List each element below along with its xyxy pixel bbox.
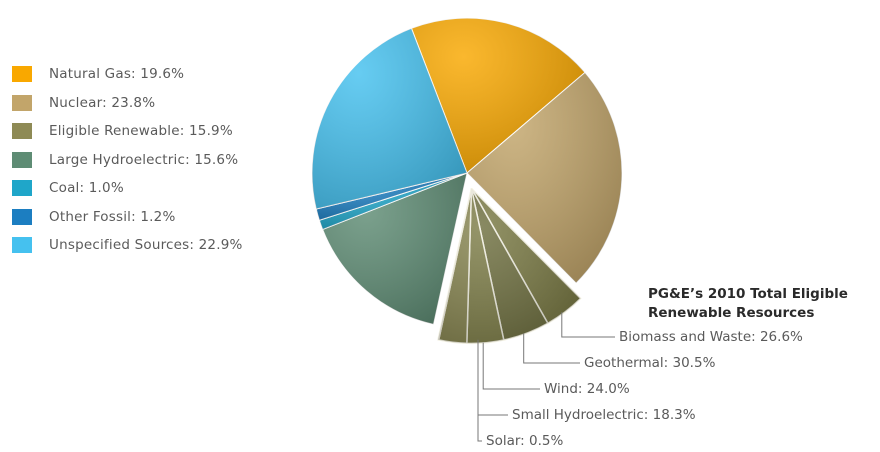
pie-slice-natural-gas-shading xyxy=(411,18,585,173)
leader-line-biomass-and-waste xyxy=(561,312,615,338)
legend-label: Large Hydroelectric: 15.6% xyxy=(49,151,239,168)
legend-label: Natural Gas: 19.6% xyxy=(49,66,185,83)
legend-item-large-hydroelectric: Large Hydroelectric: 15.6% xyxy=(12,146,312,175)
pie-slice-unspecified-sources-shading xyxy=(311,28,467,210)
pie-slice-large-hydroelectric-shading xyxy=(322,173,467,325)
breakdown-label-wind: Wind: 24.0% xyxy=(544,381,630,397)
legend-item-eligible-renewable: Eligible Renewable: 15.9% xyxy=(12,117,312,146)
legend-swatch xyxy=(12,237,32,254)
legend-item-nuclear: Nuclear: 23.8% xyxy=(12,89,312,118)
callout-title-line1: PG&E’s 2010 Total Eligible xyxy=(648,286,848,302)
callout-title-line2: Renewable Resources xyxy=(648,305,814,321)
legend-swatch xyxy=(12,66,32,83)
chart-legend: Natural Gas: 19.6% Nuclear: 23.8% Eligible… xyxy=(12,60,312,260)
legend-swatch xyxy=(12,123,32,140)
legend-item-coal: Coal: 1.0% xyxy=(12,174,312,203)
legend-item-unspecified-sources: Unspecified Sources: 22.9% xyxy=(12,231,312,260)
pie-slice-other-fossil-shading xyxy=(316,173,467,221)
leader-line-solar xyxy=(477,339,482,442)
leader-line-wind xyxy=(482,342,540,390)
legend-item-natural-gas: Natural Gas: 19.6% xyxy=(12,60,312,89)
breakdown-label-solar: Solar: 0.5% xyxy=(486,433,563,449)
breakdown-label-biomass-and-waste: Biomass and Waste: 26.6% xyxy=(619,329,803,345)
legend-label: Nuclear: 23.8% xyxy=(49,94,156,111)
pie-slice-coal-shading xyxy=(319,173,467,230)
legend-swatch xyxy=(12,94,32,111)
leader-line-small-hydroelectric xyxy=(477,342,508,416)
legend-item-other-fossil: Other Fossil: 1.2% xyxy=(12,203,312,232)
legend-label: Coal: 1.0% xyxy=(49,180,124,197)
breakdown-label-geothermal: Geothermal: 30.5% xyxy=(584,355,716,371)
renewable-callout: PG&E’s 2010 Total Eligible Renewable Res… xyxy=(477,286,848,449)
legend-swatch xyxy=(12,180,32,197)
exploded-slice-shading xyxy=(437,188,581,344)
leader-line-geothermal xyxy=(523,333,580,364)
legend-swatch xyxy=(12,151,32,168)
breakdown-label-small-hydroelectric: Small Hydroelectric: 18.3% xyxy=(512,407,696,423)
legend-swatch xyxy=(12,208,32,225)
legend-label: Unspecified Sources: 22.9% xyxy=(49,237,243,254)
pie-slice-nuclear-shading xyxy=(467,72,622,284)
legend-label: Eligible Renewable: 15.9% xyxy=(49,123,233,140)
legend-label: Other Fossil: 1.2% xyxy=(49,208,176,225)
pie-slices xyxy=(311,17,623,345)
